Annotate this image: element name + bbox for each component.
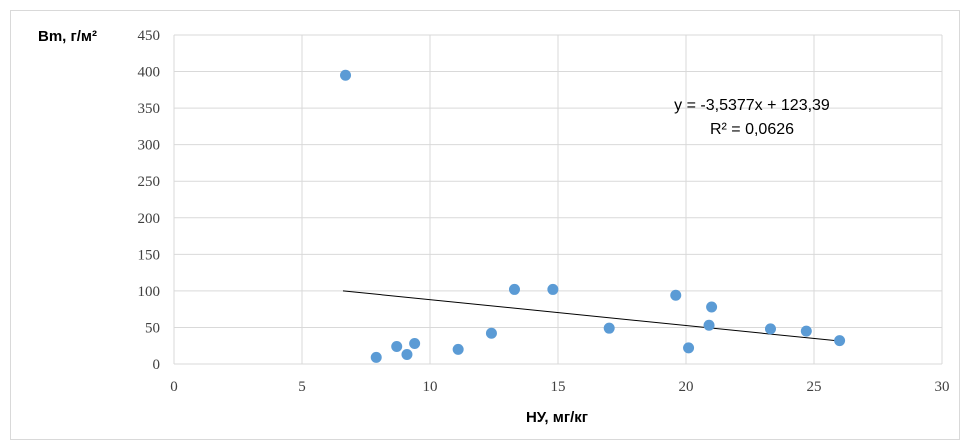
trendline-line: [342, 290, 840, 342]
y-axis-title: Bm, г/м²: [38, 28, 97, 45]
y-tick-label: 150: [138, 247, 161, 263]
chart-frame: [10, 10, 960, 440]
data-point: [670, 289, 682, 301]
data-point: [485, 327, 497, 339]
x-axis-title: НУ, мг/кг: [526, 409, 588, 426]
trendline-r2: R² = 0,0626: [710, 121, 794, 138]
y-tick-label: 50: [145, 320, 160, 336]
y-tick-label: 300: [138, 138, 161, 154]
y-tick-label: 400: [138, 65, 161, 81]
data-point: [370, 351, 382, 363]
x-tick-label: 10: [423, 379, 438, 395]
x-tick-labels: 0 5 10 15 20 25 30: [170, 379, 949, 395]
x-tick-label: 0: [170, 379, 178, 395]
data-point: [340, 69, 352, 81]
data-point: [800, 325, 812, 337]
trendline: [342, 290, 840, 342]
data-point: [409, 338, 421, 350]
data-point: [391, 340, 403, 352]
data-points: [340, 69, 846, 363]
y-tick-labels: 0 50 100 150 200 250 300 350 400 450: [138, 28, 161, 373]
x-tick-label: 20: [679, 379, 694, 395]
x-tick-label: 25: [807, 379, 822, 395]
y-tick-label: 350: [138, 101, 161, 117]
y-tick-label: 250: [138, 174, 161, 190]
y-tick-label: 100: [138, 284, 161, 300]
data-point: [683, 342, 695, 354]
data-point: [706, 301, 718, 313]
data-point: [508, 283, 520, 295]
y-tick-label: 0: [153, 357, 161, 373]
x-tick-label: 15: [551, 379, 566, 395]
grid: [173, 34, 943, 365]
data-point: [603, 322, 615, 334]
data-point: [401, 348, 413, 360]
x-tick-label: 5: [298, 379, 306, 395]
data-point: [547, 283, 559, 295]
trendline-equation: y = -3,5377x + 123,39: [674, 97, 830, 114]
y-tick-label: 450: [138, 28, 161, 44]
y-tick-label: 200: [138, 211, 161, 227]
data-point: [703, 319, 715, 331]
data-point: [834, 335, 846, 347]
x-tick-label: 30: [935, 379, 950, 395]
data-point: [452, 343, 464, 355]
data-point: [764, 323, 776, 335]
